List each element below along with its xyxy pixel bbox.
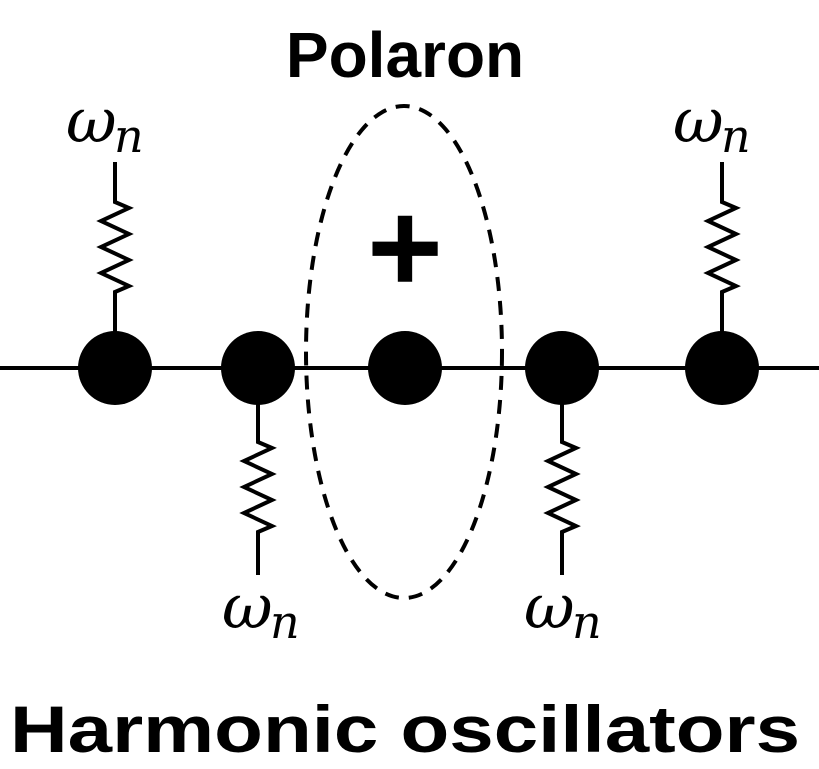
- spring-up-2: [703, 162, 741, 332]
- svg-text:n: n: [572, 595, 602, 649]
- svg-text:ω: ω: [524, 570, 575, 643]
- diagram-caption: Harmonic oscillators: [10, 692, 800, 766]
- lattice-site-4: [525, 331, 599, 405]
- svg-text:ω: ω: [673, 84, 724, 157]
- svg-text:n: n: [721, 109, 751, 163]
- oscillator-label-top-left: ω n: [66, 84, 144, 163]
- charge-plus-sign: +: [367, 174, 443, 320]
- spring-down-1: [239, 404, 277, 575]
- oscillator-label-top-right: ω n: [673, 84, 751, 163]
- spring-up-1: [96, 162, 134, 332]
- spring-down-2: [543, 404, 581, 575]
- svg-text:ω: ω: [66, 84, 117, 157]
- polaron-boundary: [304, 104, 504, 600]
- lattice-site-3: [368, 331, 442, 405]
- lattice-site-1: [78, 331, 152, 405]
- lattice-site-5: [685, 331, 759, 405]
- svg-text:ω: ω: [222, 570, 273, 643]
- lattice-site-2: [221, 331, 295, 405]
- svg-text:n: n: [114, 109, 144, 163]
- oscillator-label-bottom-left: ω n: [222, 570, 300, 649]
- oscillator-label-bottom-right: ω n: [524, 570, 602, 649]
- svg-text:n: n: [270, 595, 300, 649]
- diagram-title: Polaron: [286, 19, 524, 91]
